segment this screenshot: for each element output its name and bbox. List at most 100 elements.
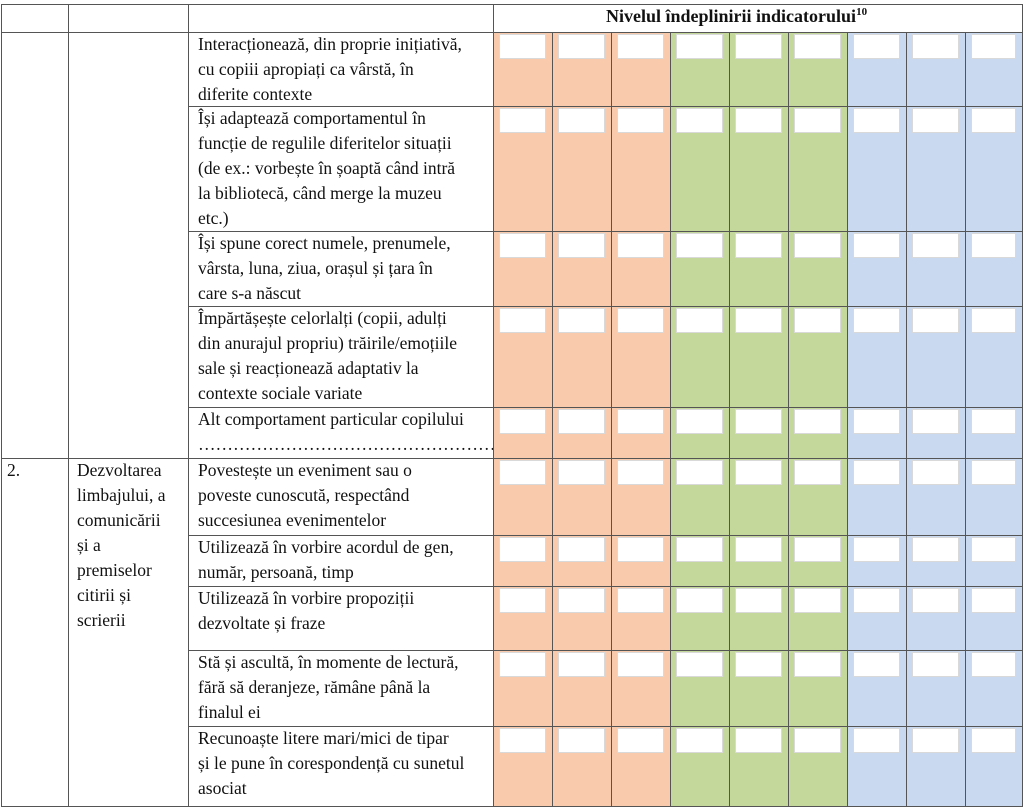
- rating-checkbox[interactable]: [617, 537, 664, 562]
- indicator-text-10: Recunoaște litere mari/mici de tipar și …: [198, 728, 465, 798]
- rating-checkbox[interactable]: [971, 588, 1016, 613]
- rating-checkbox[interactable]: [617, 233, 664, 258]
- rating-checkbox[interactable]: [971, 537, 1016, 562]
- rating-checkbox[interactable]: [617, 308, 664, 333]
- table-vertical-rule: [906, 32, 907, 807]
- rating-checkbox[interactable]: [794, 308, 841, 333]
- rating-checkbox[interactable]: [558, 233, 605, 258]
- rating-checkbox[interactable]: [912, 34, 959, 59]
- rating-checkbox[interactable]: [617, 728, 664, 753]
- table-vertical-rule: [611, 32, 612, 807]
- rating-checkbox[interactable]: [971, 233, 1016, 258]
- rating-checkbox[interactable]: [617, 409, 664, 434]
- rating-checkbox[interactable]: [853, 409, 900, 434]
- rating-checkbox[interactable]: [499, 728, 546, 753]
- rating-checkbox[interactable]: [617, 652, 664, 677]
- rating-checkbox[interactable]: [735, 34, 782, 59]
- rating-checkbox[interactable]: [912, 233, 959, 258]
- rating-checkbox[interactable]: [617, 588, 664, 613]
- rating-checkbox[interactable]: [853, 34, 900, 59]
- table-vertical-rule: [1, 4, 2, 807]
- rating-checkbox[interactable]: [794, 537, 841, 562]
- rating-checkbox[interactable]: [912, 652, 959, 677]
- rating-checkbox[interactable]: [558, 460, 605, 485]
- rating-checkbox[interactable]: [853, 728, 900, 753]
- rating-checkbox[interactable]: [499, 34, 546, 59]
- rating-checkbox[interactable]: [558, 34, 605, 59]
- rating-checkbox[interactable]: [794, 409, 841, 434]
- rating-checkbox[interactable]: [676, 728, 723, 753]
- rating-checkbox[interactable]: [794, 233, 841, 258]
- rating-checkbox[interactable]: [617, 34, 664, 59]
- rating-checkbox[interactable]: [617, 460, 664, 485]
- rating-checkbox[interactable]: [558, 588, 605, 613]
- rating-checkbox[interactable]: [676, 308, 723, 333]
- rating-checkbox[interactable]: [794, 728, 841, 753]
- rating-checkbox[interactable]: [499, 537, 546, 562]
- rating-checkbox[interactable]: [853, 460, 900, 485]
- rating-checkbox[interactable]: [735, 537, 782, 562]
- rating-checkbox[interactable]: [499, 108, 546, 133]
- rating-checkbox[interactable]: [676, 537, 723, 562]
- rating-checkbox[interactable]: [912, 108, 959, 133]
- table-horizontal-rule: [188, 586, 1023, 587]
- rating-checkbox[interactable]: [735, 652, 782, 677]
- rating-checkbox[interactable]: [676, 409, 723, 434]
- rating-checkbox[interactable]: [912, 588, 959, 613]
- rating-checkbox[interactable]: [912, 409, 959, 434]
- rating-checkbox[interactable]: [794, 652, 841, 677]
- rating-checkbox[interactable]: [558, 537, 605, 562]
- rating-checkbox[interactable]: [794, 460, 841, 485]
- rating-checkbox[interactable]: [912, 537, 959, 562]
- rating-checkbox[interactable]: [676, 233, 723, 258]
- rating-checkbox[interactable]: [735, 308, 782, 333]
- rating-checkbox[interactable]: [971, 34, 1016, 59]
- rating-checkbox[interactable]: [794, 34, 841, 59]
- rating-checkbox[interactable]: [499, 652, 546, 677]
- rating-checkbox[interactable]: [912, 308, 959, 333]
- rating-checkbox[interactable]: [558, 108, 605, 133]
- rating-checkbox[interactable]: [853, 233, 900, 258]
- rating-checkbox[interactable]: [971, 409, 1016, 434]
- table-horizontal-rule: [188, 650, 1023, 651]
- rating-checkbox[interactable]: [735, 588, 782, 613]
- rating-checkbox[interactable]: [971, 108, 1016, 133]
- rating-checkbox[interactable]: [912, 460, 959, 485]
- rating-checkbox[interactable]: [971, 308, 1016, 333]
- rating-checkbox[interactable]: [794, 108, 841, 133]
- rating-checkbox[interactable]: [971, 652, 1016, 677]
- rating-checkbox[interactable]: [499, 308, 546, 333]
- table-horizontal-rule: [1, 806, 1023, 807]
- rating-checkbox[interactable]: [735, 233, 782, 258]
- table-vertical-rule: [965, 32, 966, 807]
- rating-checkbox[interactable]: [912, 728, 959, 753]
- rating-checkbox[interactable]: [676, 588, 723, 613]
- rating-checkbox[interactable]: [558, 409, 605, 434]
- rating-checkbox[interactable]: [676, 108, 723, 133]
- rating-checkbox[interactable]: [853, 308, 900, 333]
- rating-checkbox[interactable]: [676, 652, 723, 677]
- rating-checkbox[interactable]: [735, 728, 782, 753]
- rating-checkbox[interactable]: [617, 108, 664, 133]
- rating-checkbox[interactable]: [735, 460, 782, 485]
- rating-checkbox[interactable]: [499, 409, 546, 434]
- rating-checkbox[interactable]: [558, 308, 605, 333]
- rating-checkbox[interactable]: [676, 460, 723, 485]
- rating-checkbox[interactable]: [794, 588, 841, 613]
- rating-checkbox[interactable]: [558, 652, 605, 677]
- rating-checkbox[interactable]: [499, 233, 546, 258]
- indicator-text-5: Alt comportament particular copilului ………: [198, 409, 500, 454]
- rating-checkbox[interactable]: [558, 728, 605, 753]
- rating-checkbox[interactable]: [853, 652, 900, 677]
- rating-checkbox[interactable]: [971, 728, 1016, 753]
- rating-checkbox[interactable]: [735, 108, 782, 133]
- rating-checkbox[interactable]: [499, 588, 546, 613]
- rating-checkbox[interactable]: [499, 460, 546, 485]
- rating-checkbox[interactable]: [971, 460, 1016, 485]
- rating-checkbox[interactable]: [735, 409, 782, 434]
- rating-checkbox[interactable]: [853, 108, 900, 133]
- rating-checkbox[interactable]: [676, 34, 723, 59]
- table-horizontal-rule: [188, 407, 1023, 408]
- rating-checkbox[interactable]: [853, 537, 900, 562]
- rating-checkbox[interactable]: [853, 588, 900, 613]
